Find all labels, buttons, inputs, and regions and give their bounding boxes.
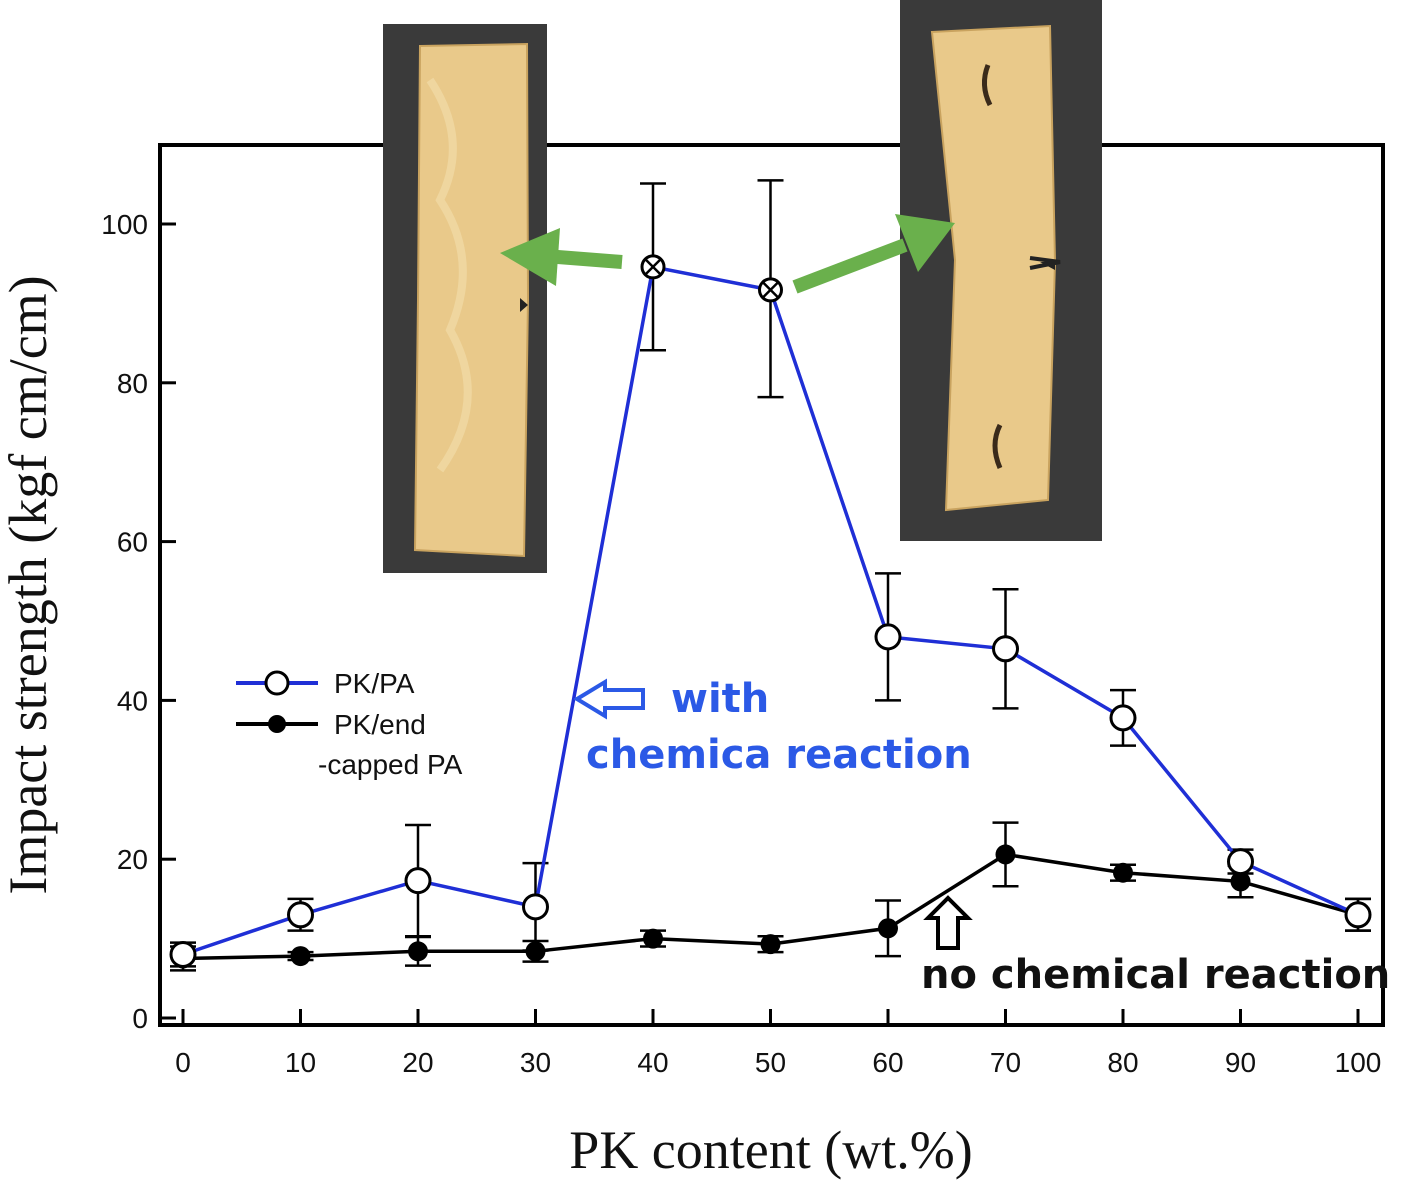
x-tick-label: 90	[1225, 1047, 1256, 1078]
y-tick-label: 100	[101, 209, 148, 240]
x-tick-label: 20	[402, 1047, 433, 1078]
hollow-arrow-left	[573, 678, 645, 720]
specimen-bar-intact	[413, 42, 530, 558]
annotation-with-text: with	[671, 676, 769, 722]
specimen-bar-bent	[930, 24, 1057, 512]
specimen-texture	[426, 77, 472, 473]
data-point	[992, 635, 1019, 663]
x-tick-label: 30	[520, 1047, 551, 1078]
legend-marker-filled	[268, 715, 286, 733]
specimen-photo-right	[900, 0, 1102, 541]
x-axis-title: PK content (wt.%)	[569, 1120, 972, 1180]
y-tick-label: 40	[117, 685, 148, 716]
data-point	[643, 928, 663, 949]
data-point	[1230, 871, 1251, 892]
specimen-notch	[520, 298, 528, 312]
green-arrow-left	[500, 228, 623, 286]
legend-label-pkpa: PK/PA	[334, 668, 415, 699]
data-point	[1109, 704, 1137, 732]
specimen-mark-bottom	[992, 423, 1003, 469]
data-point	[995, 844, 1016, 865]
y-axis-title: Impact strength (kgf cm/cm)	[0, 275, 58, 894]
annotation-chemical-reaction-text: chemica reaction	[586, 732, 972, 778]
series-pkpa	[169, 179, 1372, 968]
annotation-with-reaction: with chemica reaction	[573, 676, 972, 778]
data-point	[760, 934, 781, 955]
legend-marker-open	[264, 670, 290, 696]
y-axis: 0 20 40 60 80 100	[101, 209, 176, 1034]
annotation-no-reaction: no chemical reaction	[921, 895, 1390, 998]
data-point	[878, 918, 898, 939]
green-arrow-right	[792, 214, 955, 294]
data-point	[1344, 901, 1372, 929]
legend-label-endcapped-2: -capped PA	[318, 749, 463, 780]
data-point	[1227, 848, 1254, 876]
hollow-arrow-up	[923, 895, 973, 950]
specimen-mark-top	[982, 64, 993, 107]
data-point	[169, 940, 197, 968]
cross-stroke	[645, 258, 661, 275]
x-tick-label: 60	[872, 1047, 903, 1078]
x-tick-label: 70	[990, 1047, 1021, 1078]
data-point	[1113, 862, 1133, 883]
data-point	[408, 941, 428, 962]
data-point	[404, 867, 432, 895]
y-tick-label: 80	[117, 368, 148, 399]
x-tick-label: 80	[1107, 1047, 1138, 1078]
legend-label-endcapped-1: PK/end	[334, 709, 426, 740]
series-pk-endcapped-pa	[170, 821, 1371, 972]
x-axis: 0 10 20 30 40 50 60 70 80 90 100	[175, 1009, 1381, 1078]
y-tick-label: 60	[117, 527, 148, 558]
x-tick-label: 0	[175, 1047, 191, 1078]
y-tick-label: 0	[132, 1003, 148, 1034]
x-tick-label: 100	[1335, 1047, 1382, 1078]
annotation-no-reaction-text: no chemical reaction	[921, 952, 1390, 998]
data-point	[287, 901, 314, 929]
specimen-photo-left	[383, 24, 547, 573]
data-point	[290, 946, 311, 967]
cross-stroke	[762, 282, 779, 298]
series-layer	[169, 179, 1372, 972]
legend: PK/PA PK/end -capped PA	[236, 668, 463, 780]
x-tick-label: 50	[755, 1047, 786, 1078]
y-tick-label: 20	[117, 844, 148, 875]
data-point	[522, 893, 549, 921]
x-tick-label: 40	[637, 1047, 668, 1078]
data-point	[874, 623, 902, 651]
x-tick-label: 10	[285, 1047, 316, 1078]
specimen-crack	[1029, 256, 1061, 270]
